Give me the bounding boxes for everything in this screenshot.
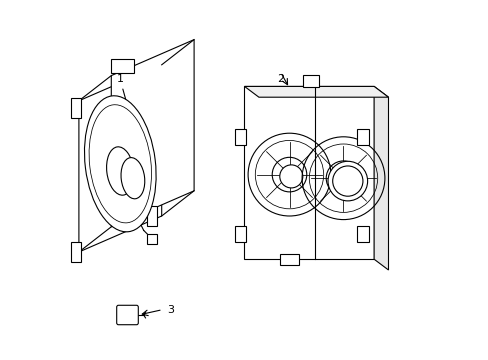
FancyBboxPatch shape <box>71 242 81 262</box>
Polygon shape <box>244 86 387 97</box>
FancyBboxPatch shape <box>117 305 138 325</box>
FancyBboxPatch shape <box>110 59 133 73</box>
Text: 2: 2 <box>276 74 284 84</box>
Polygon shape <box>79 65 162 252</box>
FancyBboxPatch shape <box>234 129 246 145</box>
FancyBboxPatch shape <box>279 254 299 265</box>
Polygon shape <box>111 40 194 227</box>
Circle shape <box>327 161 367 201</box>
FancyBboxPatch shape <box>234 226 246 242</box>
FancyBboxPatch shape <box>356 129 368 145</box>
Polygon shape <box>373 86 387 270</box>
Ellipse shape <box>89 105 151 223</box>
FancyBboxPatch shape <box>356 226 368 242</box>
FancyBboxPatch shape <box>146 234 157 244</box>
FancyBboxPatch shape <box>71 98 81 118</box>
Ellipse shape <box>106 147 134 195</box>
FancyBboxPatch shape <box>303 75 318 87</box>
Circle shape <box>279 165 302 188</box>
Ellipse shape <box>84 96 156 232</box>
FancyBboxPatch shape <box>146 206 157 226</box>
Polygon shape <box>244 86 373 259</box>
Text: 3: 3 <box>167 305 174 315</box>
Ellipse shape <box>121 158 144 199</box>
Text: 1: 1 <box>117 74 123 84</box>
